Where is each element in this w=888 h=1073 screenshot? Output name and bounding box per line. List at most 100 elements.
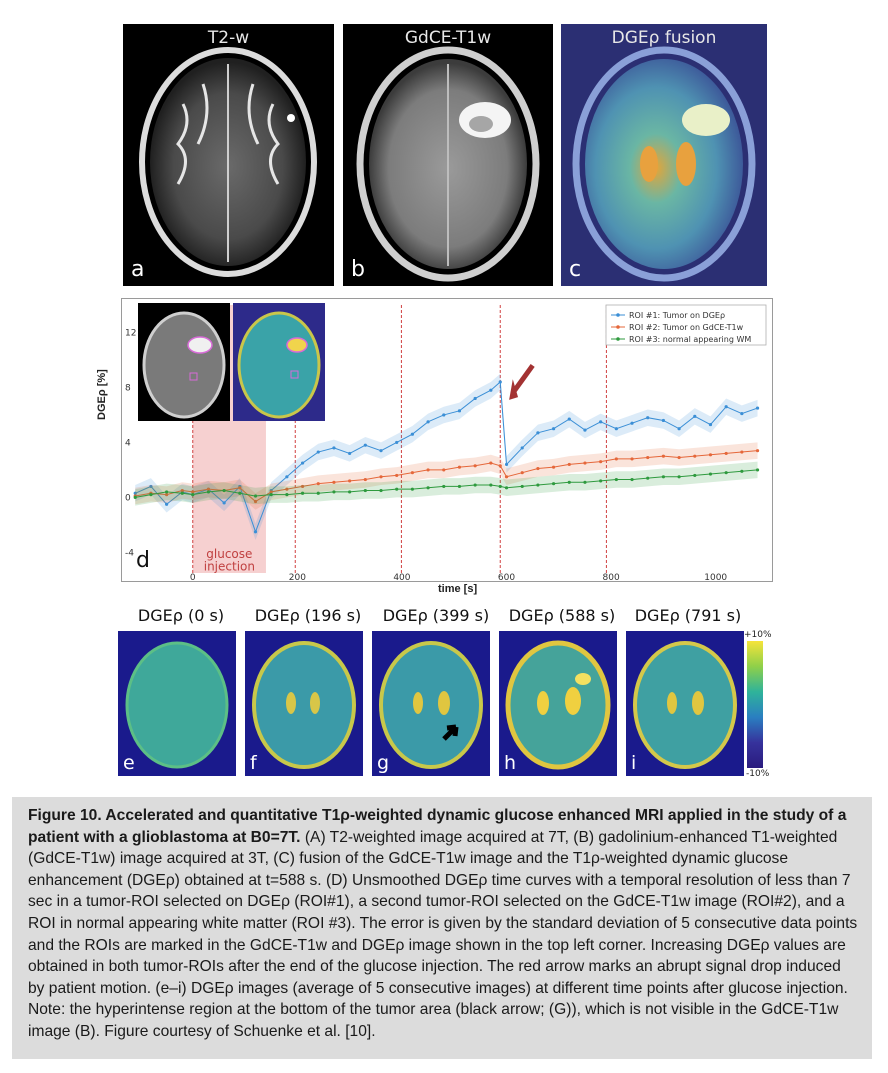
series-2-point [206,490,211,494]
series-0-point [661,418,666,423]
series-2-point [316,491,320,495]
series-0-point [379,449,383,453]
series-0-point [222,501,226,505]
series-0-point [724,405,728,409]
legend-label-1: ROI #2: Tumor on GdCE-T1w [629,323,744,332]
series-2-point [165,490,169,494]
ytick-1: 0 [125,493,131,503]
series-0-point [755,406,760,410]
series-0-point [285,475,289,479]
series-1-point [206,487,211,491]
series-1-point [379,475,383,479]
series-2-point [661,475,666,479]
caption-title: Figure 10. Accelerated and quantitative … [28,807,847,846]
caption-body: (A) T2-weighted image acquired at 7T, (B… [28,828,858,997]
series-2-point [498,484,502,489]
series-1-point [269,490,273,494]
series-1-point [363,477,367,482]
series-1-point [583,461,587,465]
series-2-point [630,477,634,482]
series-2-point [755,468,760,472]
series-2-point [708,472,713,476]
series-1-point [520,471,524,475]
series-2-point [677,475,681,479]
series-1-point [316,482,320,486]
series-2-point [724,471,728,475]
panel-i-title: DGEρ (791 s) [634,606,742,625]
series-1-point [191,490,195,494]
series-2-point [489,483,493,487]
panel-a-label: a [131,257,145,282]
series-2-point [285,493,289,497]
series-0-point [426,420,430,424]
legend-marker-2 [616,337,620,341]
series-2-point [332,490,336,494]
series-0-point [740,411,744,416]
panel-e-label: e [123,752,135,774]
series-2-point [379,488,383,493]
series-1-point [410,471,414,475]
series-0-point [583,428,587,432]
series-2-point [269,493,273,497]
series-2-point [614,477,618,482]
series-0-point [646,416,650,420]
xtick-2: 400 [393,573,410,581]
panel-g-label: g [377,752,390,774]
panel-e: e [118,631,236,776]
series-1-point [489,461,493,465]
series-1-point [755,449,760,453]
series-2-point [520,484,524,489]
series-0-point [165,502,169,506]
ytick-3: 8 [125,383,131,393]
panel-b: GdCE-T1w b [343,24,553,286]
series-2-point [442,484,446,489]
series-1-point [536,466,540,471]
series-0-point [614,427,618,431]
panel-h: h [499,631,617,776]
injection-label-line2: injection [204,559,255,573]
series-2-point [646,476,650,480]
series-0-point [410,432,414,436]
series-2-point [599,479,603,483]
colorbar-top-label: +10% [744,630,772,640]
series-2-line [135,469,758,498]
series-1-point [708,453,713,457]
series-1-line [135,450,758,503]
series-0-point [520,446,524,450]
series-1-point [332,480,336,484]
panel-g-title: DGEρ (399 s) [382,606,490,625]
series-1-point [473,464,477,468]
brain-image-fusion [572,46,756,282]
panel-c-label: c [569,257,582,282]
series-0-point [149,484,153,489]
series-2-point [410,487,414,491]
xtick-5: 1000 [704,573,727,581]
brain-image-gdce [356,46,540,282]
series-0-point [300,461,305,465]
series-2-point [238,491,242,495]
series-0-point [630,421,634,425]
series-1-point [395,473,399,478]
series-0-point [677,427,681,431]
series-1-point [442,468,446,472]
series-0-point [442,413,446,417]
legend-marker-0 [616,313,620,317]
ytick-0: -4 [125,548,134,558]
series-0-error-band [135,373,758,541]
panel-i-label: i [631,752,637,774]
red-arrow-icon [510,364,535,395]
panel-b-label: b [351,257,365,282]
series-0-point [133,491,137,495]
panel-f-label: f [250,752,257,774]
series-2-point [222,488,226,493]
panel-e-title: DGEρ (0 s) [137,606,225,625]
panel-h-title: DGEρ (588 s) [508,606,616,625]
black-arrow-icon [442,724,459,741]
panel-i: i [626,631,744,776]
series-2-point [551,482,556,486]
series-1-point [498,464,502,468]
colorbar [747,641,763,768]
series-0-point [316,450,320,454]
series-1-point [630,457,634,461]
series-2-point [191,493,195,497]
